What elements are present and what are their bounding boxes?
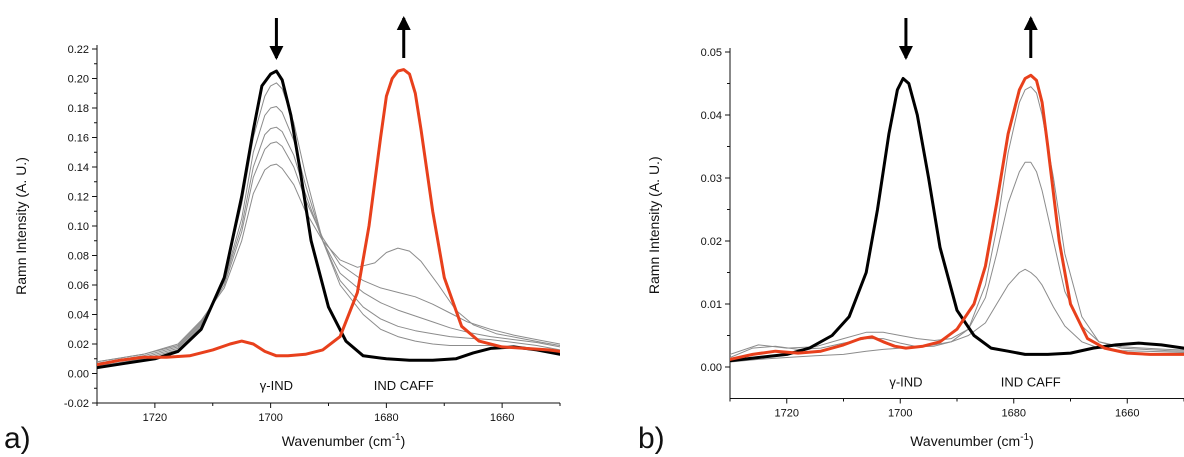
x-tick-label: 1720 xyxy=(143,412,167,424)
series-line-end xyxy=(730,73,1184,361)
arrow-down-icon xyxy=(898,46,913,60)
y-tick-label: 0.04 xyxy=(701,110,722,122)
arrow-up-icon xyxy=(1023,16,1038,30)
arrow-down-icon xyxy=(269,46,284,60)
y-tick-label: 0.02 xyxy=(701,236,722,248)
x-axis-title-superscript: -1 xyxy=(392,432,401,443)
x-tick-label: 1660 xyxy=(1115,408,1139,420)
y-axis-title: Ramn Intensity (A. U.) xyxy=(646,156,662,294)
y-tick-label: 0.06 xyxy=(68,280,89,292)
y-tick-label: 0.00 xyxy=(68,369,89,381)
y-tick-label: 0.02 xyxy=(68,339,89,351)
series-line-intermediate xyxy=(730,161,1184,355)
y-tick-label: 0.00 xyxy=(701,362,722,374)
series-line-intermediate xyxy=(97,82,560,367)
chart-panel-b: 0.00 0.01 0.02 0.03 0.04 0.05 1720 1700 1680 1660… xyxy=(638,16,1184,455)
y-tick-label: 0.01 xyxy=(701,299,722,311)
x-axis-title: Wavenumber (cm-1) xyxy=(910,432,1034,449)
x-tick-label: 1660 xyxy=(490,412,514,424)
peak-label: γ-IND xyxy=(889,375,922,390)
x-axis-title-main: Wavenumber (cm xyxy=(910,433,1020,449)
series-line-start xyxy=(730,77,1184,363)
x-tick-label: 1680 xyxy=(1002,408,1026,420)
y-tick-label: 0.03 xyxy=(701,173,722,185)
y-tick-label: 0.16 xyxy=(68,133,89,145)
y-tick-label: 0.05 xyxy=(701,47,722,59)
series-line-intermediate xyxy=(730,268,1184,363)
y-tick-label: 0.08 xyxy=(68,251,89,263)
y-tick-label: 0.22 xyxy=(68,44,89,56)
x-axis-title-tail: ) xyxy=(401,433,406,449)
series-line-intermediate xyxy=(97,126,560,364)
y-tick-label: 0.12 xyxy=(68,192,89,204)
series-line-intermediate xyxy=(97,106,560,366)
series-line-start xyxy=(97,69,560,370)
x-tick-label: 1700 xyxy=(258,412,282,424)
series-line-intermediate xyxy=(730,86,1184,358)
x-tick-label: 1680 xyxy=(374,412,398,424)
y-tick-label: -0.02 xyxy=(64,398,89,410)
panel-label: b) xyxy=(638,422,665,455)
x-tick-label: 1720 xyxy=(775,408,799,420)
y-axis-title: Ramn Intensity (A. U.) xyxy=(13,157,29,295)
panel-label: a) xyxy=(4,422,31,455)
series-line-intermediate xyxy=(97,141,560,363)
peak-label: IND CAFF xyxy=(1001,375,1061,390)
arrow-up-icon xyxy=(396,16,411,30)
x-axis-title: Wavenumber (cm-1) xyxy=(282,432,406,449)
y-tick-label: 0.04 xyxy=(68,310,89,322)
y-tick-label: 0.10 xyxy=(68,221,89,233)
peak-label: γ-IND xyxy=(260,378,293,393)
x-axis-title-main: Wavenumber (cm xyxy=(282,433,392,449)
x-axis-title-tail: ) xyxy=(1029,433,1034,449)
y-tick-label: 0.18 xyxy=(68,103,89,115)
y-tick-label: 0.20 xyxy=(68,74,89,86)
series-line-intermediate xyxy=(97,163,560,363)
series-line-end xyxy=(97,68,560,367)
peak-label: IND CAFF xyxy=(374,378,434,393)
chart-panel-a: -0.02 0.00 0.02 0.04 0.06 0.08 0.10 0.12 0.14 0.1… xyxy=(4,16,561,455)
y-tick-label: 0.14 xyxy=(68,162,89,174)
x-tick-label: 1700 xyxy=(888,408,912,420)
x-axis-title-superscript: -1 xyxy=(1020,432,1029,443)
